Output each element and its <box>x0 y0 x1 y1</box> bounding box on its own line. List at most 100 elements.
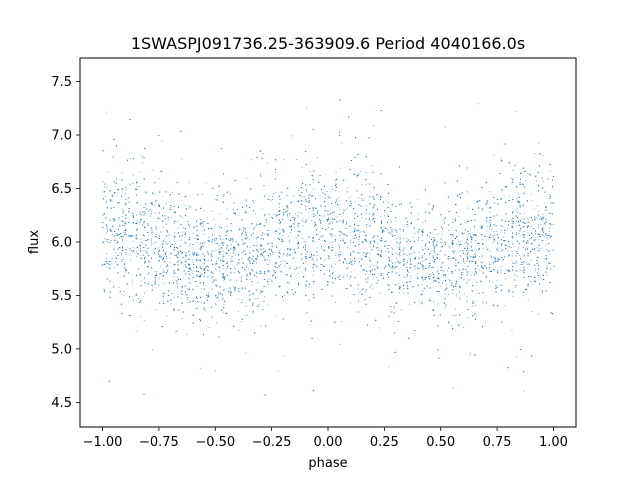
data-point <box>133 251 135 252</box>
data-point <box>162 241 164 243</box>
data-point <box>171 293 173 294</box>
data-point <box>173 276 175 278</box>
data-point <box>301 219 303 221</box>
data-point <box>273 274 275 276</box>
data-point <box>154 282 156 284</box>
data-point <box>193 267 194 269</box>
data-point <box>223 254 224 256</box>
data-point <box>418 284 419 286</box>
data-point <box>347 187 349 188</box>
data-point <box>214 370 216 372</box>
data-point <box>263 256 264 258</box>
data-point <box>131 282 133 284</box>
data-point <box>372 287 374 289</box>
data-point <box>192 252 194 254</box>
data-point <box>144 276 145 278</box>
data-point <box>358 234 360 236</box>
data-point <box>402 285 404 287</box>
data-point <box>275 266 277 268</box>
data-point <box>458 216 460 218</box>
data-point <box>448 322 450 324</box>
data-point <box>463 326 465 328</box>
data-point <box>472 301 473 302</box>
data-point <box>132 240 134 242</box>
data-point <box>405 276 407 278</box>
data-point <box>314 241 316 243</box>
data-point <box>350 239 352 241</box>
data-point <box>388 366 390 368</box>
data-point <box>414 268 416 270</box>
data-point <box>289 202 291 204</box>
data-point <box>136 228 138 230</box>
data-point <box>432 276 434 278</box>
data-point <box>253 293 254 295</box>
data-point <box>207 260 209 261</box>
data-point <box>143 250 145 252</box>
data-point <box>136 234 137 236</box>
data-point <box>231 241 233 242</box>
data-point <box>511 247 512 248</box>
data-point <box>459 298 461 300</box>
data-point <box>163 300 165 302</box>
data-point <box>505 278 507 280</box>
data-point <box>115 251 117 253</box>
data-point <box>248 291 250 293</box>
data-point <box>291 135 293 137</box>
data-point <box>270 254 272 256</box>
data-point <box>290 254 292 256</box>
data-point <box>537 224 539 226</box>
data-point <box>294 227 295 228</box>
data-point <box>296 159 298 160</box>
data-point <box>549 250 551 252</box>
data-point <box>515 221 517 222</box>
data-point <box>125 271 127 273</box>
data-point <box>362 217 364 219</box>
data-point <box>537 261 539 263</box>
data-point <box>428 274 430 275</box>
data-point <box>102 181 104 182</box>
data-point <box>534 216 535 218</box>
data-point <box>459 245 461 247</box>
data-point <box>244 231 246 232</box>
data-point <box>151 213 152 215</box>
data-point <box>241 287 243 288</box>
data-point <box>165 202 167 204</box>
data-point <box>538 219 540 220</box>
data-point <box>219 213 221 215</box>
data-point <box>350 302 351 304</box>
data-point <box>391 260 393 262</box>
data-point <box>293 252 295 254</box>
data-point <box>373 265 375 266</box>
data-point <box>219 253 221 255</box>
data-point <box>408 258 410 260</box>
data-point <box>106 252 107 254</box>
data-point <box>115 261 116 263</box>
data-point <box>200 225 202 227</box>
data-point <box>247 314 248 316</box>
data-point <box>260 244 262 246</box>
data-point <box>278 255 280 257</box>
data-point <box>485 322 487 324</box>
data-point <box>336 216 338 218</box>
data-point <box>406 238 408 240</box>
data-point <box>350 271 352 273</box>
data-point <box>181 297 183 299</box>
data-point <box>399 287 401 289</box>
data-point <box>479 200 481 202</box>
data-point <box>305 198 306 200</box>
data-point <box>436 234 438 236</box>
data-point <box>265 222 267 224</box>
data-point <box>540 248 542 250</box>
data-point <box>226 253 228 255</box>
data-point <box>245 178 247 180</box>
data-point <box>313 270 315 272</box>
data-point <box>246 275 248 277</box>
data-point <box>338 208 340 210</box>
data-point <box>106 186 108 188</box>
data-point <box>241 257 243 259</box>
data-point <box>537 205 538 207</box>
data-point <box>133 215 134 217</box>
data-point <box>451 257 452 259</box>
data-point <box>268 234 270 236</box>
data-point <box>541 155 543 156</box>
